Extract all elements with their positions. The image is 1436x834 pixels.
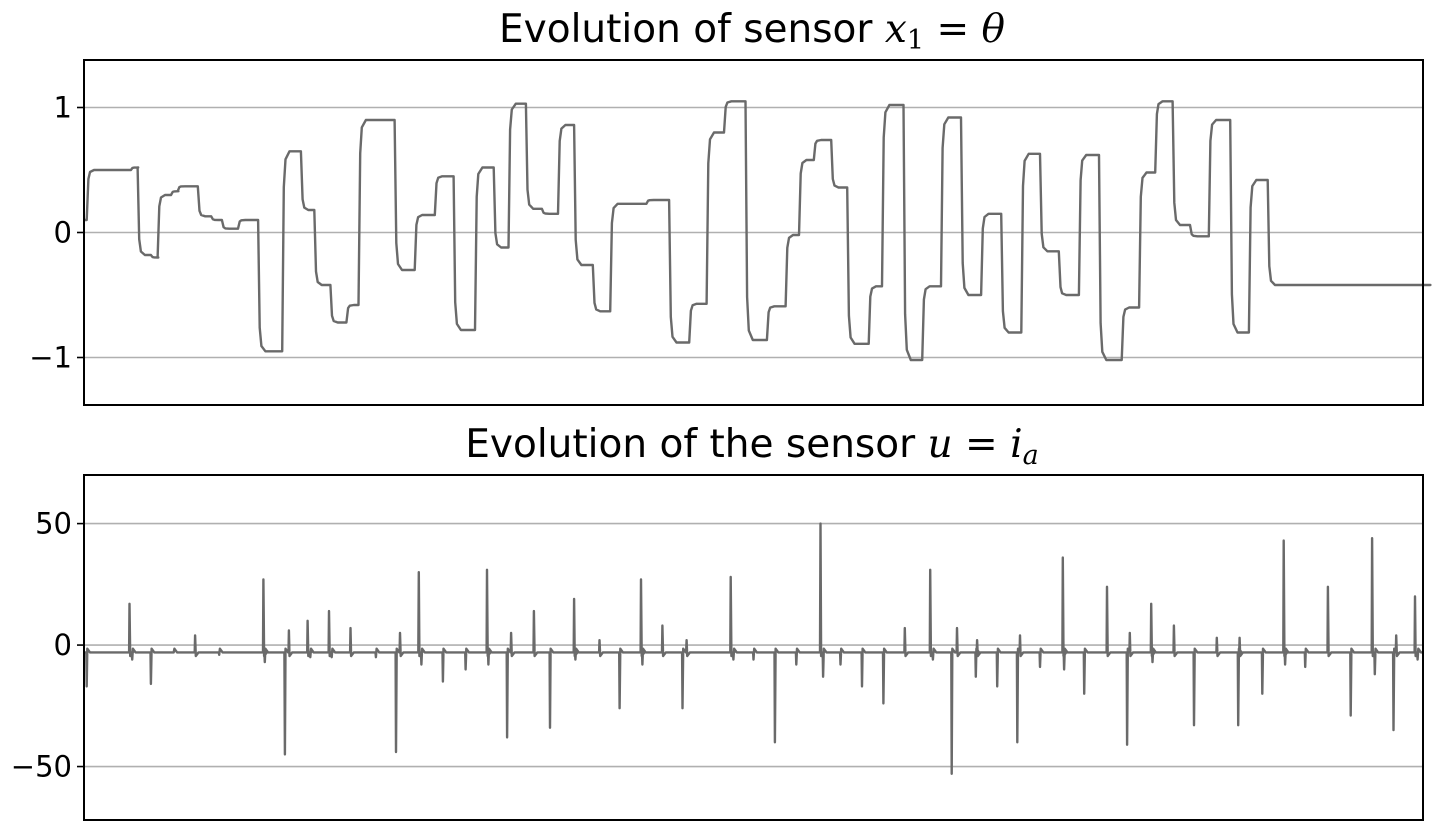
chart1-gridlines <box>84 106 1423 359</box>
chart2-y-ticks: 50 0 −50 <box>11 507 84 784</box>
chart1-y-ticks: 1 0 −1 <box>29 91 84 375</box>
chart1-series-line <box>84 100 1432 362</box>
chart1-title-eq: = <box>924 7 981 52</box>
chart2-title-math2: i <box>1010 422 1022 467</box>
chart1-title-sub: 1 <box>907 25 924 56</box>
chart2-title: Evolution of the sensor u = ia <box>465 422 1038 471</box>
chart1-title-math2: θ <box>982 7 1005 52</box>
chart1-ytick-label: 0 <box>54 216 72 250</box>
chart1-ytick-label: −1 <box>29 341 72 375</box>
chart2-title-eq: = <box>953 422 1010 467</box>
chart2-title-sub: a <box>1023 440 1039 471</box>
chart1-plot-frame <box>83 59 1424 406</box>
chart1-title: Evolution of sensor x1 = θ <box>499 7 1005 56</box>
chart2-ytick-label: −50 <box>11 750 72 784</box>
chart2-ytick-label: 50 <box>35 507 72 541</box>
chart2-series-line <box>84 522 1423 775</box>
chart1-title-prefix: Evolution of sensor <box>499 7 885 52</box>
chart2-title-math: u <box>928 422 953 467</box>
chart1-title-math: x <box>885 7 907 52</box>
chart2-title-prefix: Evolution of the sensor <box>465 422 927 467</box>
chart2-plot-frame <box>83 474 1424 821</box>
chart1-ytick-label: 1 <box>54 91 72 125</box>
chart2-ytick-label: 0 <box>54 628 72 662</box>
